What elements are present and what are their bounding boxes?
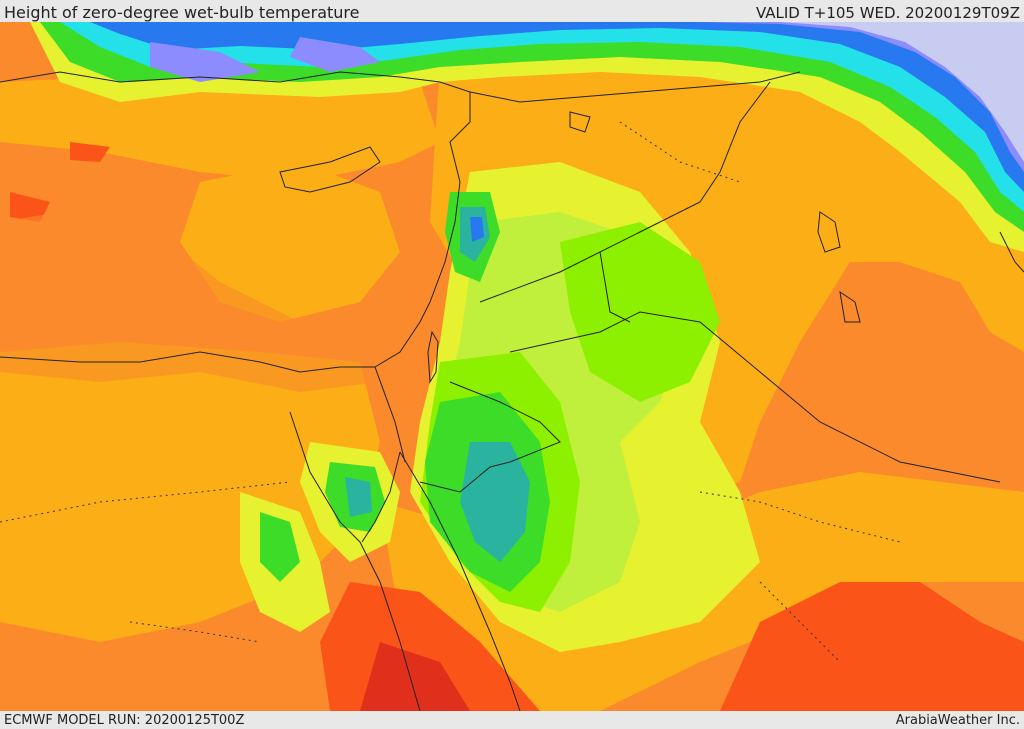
red-orange-region-south-east bbox=[720, 582, 1024, 711]
dead-sea bbox=[427, 330, 439, 384]
lavender-cold-region bbox=[780, 22, 1024, 162]
footer-bar: ECMWF MODEL RUN: 20200125T00Z ArabiaWeat… bbox=[0, 711, 1024, 729]
coastline-gulf-aqaba bbox=[361, 451, 401, 543]
green-patch-egypt bbox=[260, 512, 300, 582]
mediterranean-sea bbox=[0, 202, 430, 392]
model-run-label: ECMWF MODEL RUN: 20200125T00Z bbox=[4, 713, 245, 728]
coastline-levant bbox=[374, 181, 461, 368]
border-egypt-israel bbox=[374, 366, 406, 463]
border-syria-iraq bbox=[479, 81, 771, 303]
border-jordan-saudi bbox=[509, 311, 1001, 483]
dotted-boundary-saudi-north bbox=[699, 491, 901, 543]
lake-van bbox=[569, 111, 591, 133]
cyprus-island bbox=[279, 146, 381, 193]
dotted-boundary-iraq bbox=[619, 121, 741, 183]
coastline-turkey-south bbox=[0, 71, 471, 183]
coastlines-and-borders bbox=[0, 71, 1024, 711]
blue-spot-lebanon bbox=[470, 217, 484, 242]
dark-red-region-south bbox=[360, 642, 470, 711]
green-band-north bbox=[40, 22, 1024, 232]
weather-map[interactable] bbox=[0, 22, 1024, 711]
credit-label: ArabiaWeather Inc. bbox=[895, 713, 1020, 728]
island-east bbox=[839, 290, 861, 323]
valid-time-label: VALID T+105 WED. 20200129T09Z bbox=[755, 4, 1020, 22]
light-orange-cyprus-area bbox=[180, 162, 400, 322]
coastline-red-sea-east bbox=[399, 451, 521, 711]
dotted-boundary-egypt bbox=[0, 481, 291, 523]
red-orange-patch-northwest bbox=[10, 142, 110, 222]
coastline-sinai-gulf-suez bbox=[289, 411, 361, 543]
teal-region-sinai bbox=[345, 477, 372, 517]
teal-region-jordan bbox=[460, 442, 530, 562]
coastline-red-sea-west bbox=[359, 541, 421, 711]
title-bar: Height of zero-degree wet-bulb temperatu… bbox=[0, 0, 1024, 22]
coastline-egypt-north bbox=[0, 351, 375, 373]
dotted-boundary-saudi-east bbox=[759, 581, 841, 663]
border-jordan-iraq bbox=[599, 251, 631, 323]
violet-patches-north bbox=[150, 37, 380, 82]
coastline-persian-gulf bbox=[999, 231, 1024, 273]
map-title: Height of zero-degree wet-bulb temperatu… bbox=[4, 3, 360, 22]
border-turkey-syria bbox=[469, 71, 801, 103]
light-orange-band-north bbox=[0, 72, 440, 182]
lake-tharthar bbox=[817, 211, 841, 253]
dotted-boundaries bbox=[0, 121, 901, 663]
border-saudi-jordan-south bbox=[419, 381, 561, 493]
